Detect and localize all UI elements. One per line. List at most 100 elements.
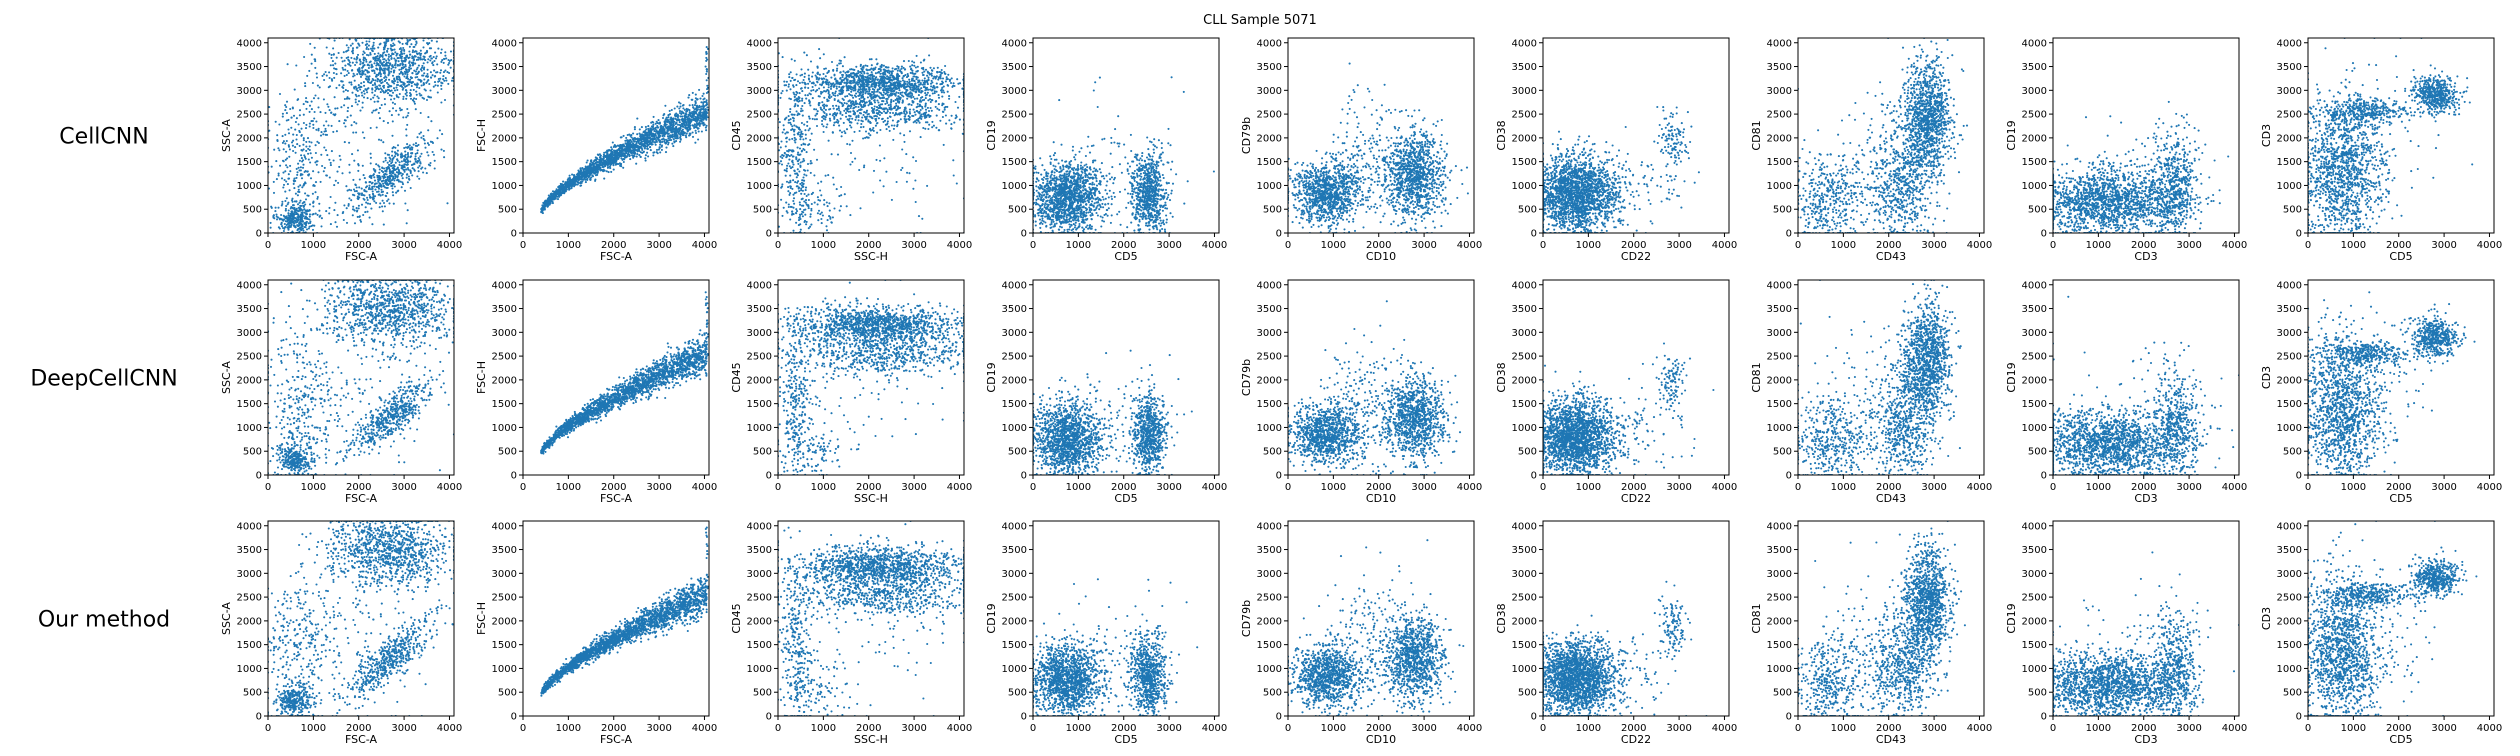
data-point bbox=[356, 186, 358, 188]
data-point bbox=[294, 225, 296, 227]
data-point bbox=[649, 137, 651, 139]
data-point bbox=[430, 47, 432, 49]
data-point bbox=[372, 97, 374, 99]
data-point bbox=[912, 75, 914, 77]
data-point bbox=[424, 59, 426, 61]
data-point bbox=[288, 224, 290, 226]
data-point bbox=[366, 40, 368, 42]
data-point bbox=[425, 89, 427, 91]
data-point bbox=[669, 137, 671, 139]
data-point bbox=[316, 73, 318, 75]
data-point bbox=[347, 70, 349, 72]
data-point bbox=[436, 137, 438, 139]
data-point bbox=[660, 125, 662, 127]
data-point bbox=[411, 85, 413, 87]
data-point bbox=[285, 106, 287, 108]
data-point bbox=[350, 84, 352, 86]
data-point bbox=[289, 148, 291, 150]
data-point bbox=[380, 189, 382, 191]
data-point bbox=[346, 57, 348, 59]
data-point bbox=[692, 92, 694, 94]
data-point bbox=[300, 223, 302, 225]
data-point bbox=[673, 138, 675, 140]
data-point bbox=[304, 212, 306, 214]
data-point bbox=[816, 66, 818, 68]
data-point bbox=[585, 179, 587, 181]
data-point bbox=[938, 94, 940, 96]
data-point bbox=[634, 126, 636, 128]
data-point bbox=[389, 62, 391, 64]
data-point bbox=[831, 61, 833, 63]
data-point bbox=[394, 147, 396, 149]
data-point bbox=[804, 102, 806, 104]
data-point bbox=[310, 152, 312, 154]
data-point bbox=[357, 216, 359, 218]
data-point bbox=[370, 127, 372, 129]
data-point bbox=[687, 97, 689, 99]
data-point bbox=[362, 165, 364, 167]
data-point bbox=[373, 62, 375, 64]
data-point bbox=[619, 162, 621, 164]
data-point bbox=[336, 171, 338, 173]
data-point bbox=[627, 152, 629, 154]
data-point bbox=[297, 194, 299, 196]
data-point bbox=[906, 98, 908, 100]
data-point bbox=[305, 198, 307, 200]
data-point bbox=[333, 77, 335, 79]
data-point bbox=[420, 58, 422, 60]
data-point bbox=[335, 87, 337, 89]
data-point bbox=[383, 202, 385, 204]
data-point bbox=[405, 128, 407, 130]
data-point bbox=[911, 60, 913, 62]
data-point bbox=[679, 141, 681, 143]
data-point bbox=[434, 160, 436, 162]
data-point bbox=[557, 198, 559, 200]
data-point bbox=[351, 124, 353, 126]
data-point bbox=[288, 173, 290, 175]
data-point bbox=[291, 231, 293, 233]
data-point bbox=[418, 65, 420, 67]
data-point bbox=[706, 101, 708, 103]
data-point bbox=[401, 62, 403, 64]
data-point bbox=[312, 200, 314, 202]
data-point bbox=[433, 154, 435, 156]
data-point bbox=[321, 165, 323, 167]
data-point bbox=[801, 81, 803, 83]
data-point bbox=[408, 80, 410, 82]
data-point bbox=[308, 158, 310, 160]
data-point bbox=[623, 152, 625, 154]
data-point bbox=[392, 107, 394, 109]
data-point bbox=[415, 158, 417, 160]
data-point bbox=[317, 106, 319, 108]
data-point bbox=[363, 90, 365, 92]
data-point bbox=[276, 218, 278, 220]
data-point bbox=[546, 202, 548, 204]
data-point bbox=[608, 159, 610, 161]
data-point bbox=[303, 139, 305, 141]
data-point bbox=[375, 202, 377, 204]
data-point bbox=[676, 106, 678, 108]
data-point bbox=[417, 57, 419, 59]
data-point bbox=[678, 131, 680, 133]
data-point bbox=[390, 162, 392, 164]
data-point bbox=[371, 87, 373, 89]
data-point bbox=[369, 203, 371, 205]
data-point bbox=[402, 173, 404, 175]
data-point bbox=[365, 61, 367, 63]
data-point bbox=[373, 169, 375, 171]
data-point bbox=[409, 79, 411, 81]
data-point bbox=[416, 76, 418, 78]
y-tick-label: 0 bbox=[511, 229, 517, 240]
data-point bbox=[396, 94, 398, 96]
data-point bbox=[409, 169, 411, 171]
data-point bbox=[339, 159, 341, 161]
data-point bbox=[404, 155, 406, 157]
data-point bbox=[301, 157, 303, 159]
data-point bbox=[301, 177, 303, 179]
data-point bbox=[677, 124, 679, 126]
data-point bbox=[586, 175, 588, 177]
data-point bbox=[406, 76, 408, 78]
data-point bbox=[373, 70, 375, 72]
data-point bbox=[419, 53, 421, 55]
data-point bbox=[350, 81, 352, 83]
